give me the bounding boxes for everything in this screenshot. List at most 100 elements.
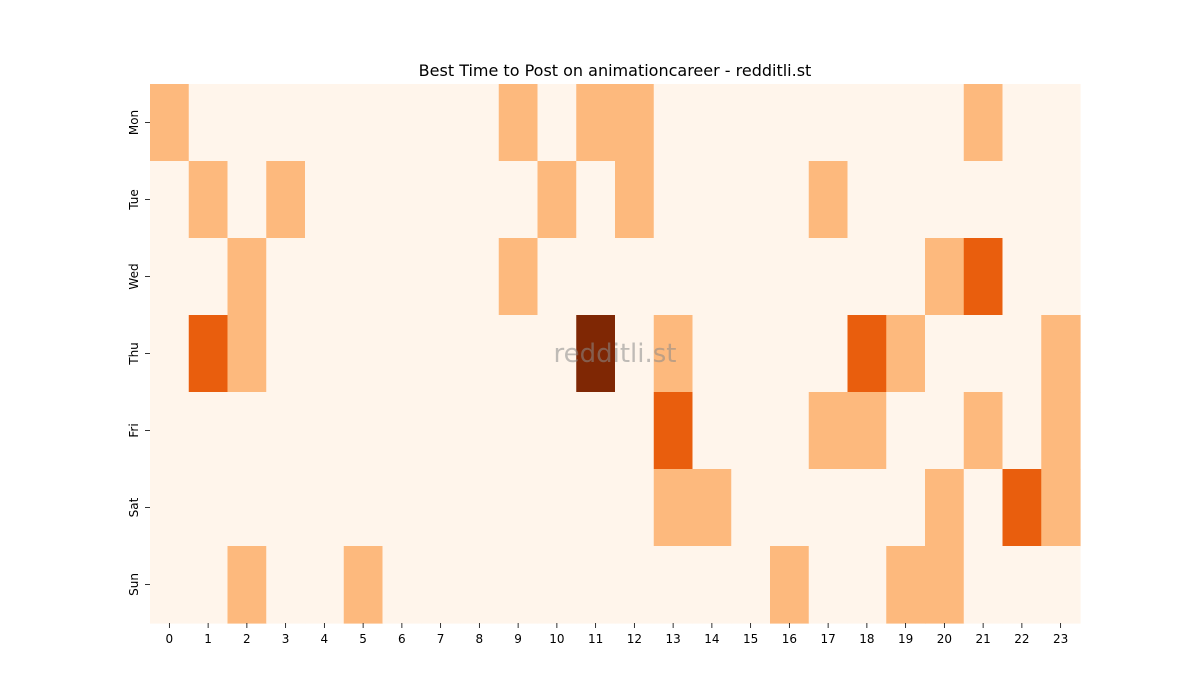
- heatmap-cell: [886, 238, 926, 316]
- heatmap-cell: [498, 469, 539, 547]
- x-tick-label: 17: [820, 632, 835, 646]
- heatmap-cell: [653, 161, 694, 239]
- heatmap-cell: [886, 315, 926, 393]
- heatmap-cell: [963, 546, 1004, 624]
- heatmap-cell: [537, 392, 577, 470]
- heatmap-cell: [576, 84, 616, 162]
- heatmap-cell: [963, 469, 1004, 547]
- heatmap-cell: [576, 546, 616, 624]
- heatmap-cell: [382, 392, 422, 470]
- chart-title: Best Time to Post on animationcareer - r…: [419, 61, 812, 80]
- x-tick-label: 16: [782, 632, 797, 646]
- heatmap-cell: [188, 469, 229, 547]
- heatmap-cell: [963, 84, 1004, 162]
- heatmap-cell: [460, 161, 500, 239]
- x-tick-label: 18: [859, 632, 874, 646]
- heatmap-cell: [343, 469, 384, 547]
- heatmap-cell: [227, 546, 267, 624]
- x-tick-label: 14: [704, 632, 719, 646]
- x-tick-label: 9: [514, 632, 522, 646]
- heatmap-cell: [925, 161, 965, 239]
- heatmap-cell: [808, 238, 849, 316]
- heatmap-cell: [1002, 392, 1042, 470]
- heatmap-cell: [692, 315, 732, 393]
- x-tick-label: 20: [937, 632, 952, 646]
- heatmap-cell: [925, 546, 965, 624]
- y-tick-label: Sat: [127, 497, 141, 517]
- heatmap-cell: [498, 238, 539, 316]
- x-tick-label: 23: [1053, 632, 1068, 646]
- heatmap-cell: [150, 546, 190, 624]
- heatmap-cell: [460, 546, 500, 624]
- heatmap-cell: [1041, 161, 1081, 239]
- heatmap-cell: [150, 161, 190, 239]
- heatmap-cell: [305, 546, 345, 624]
- heatmap-cell: [925, 469, 965, 547]
- heatmap-cell: [1002, 238, 1042, 316]
- heatmap-cell: [343, 238, 384, 316]
- heatmap-cell: [421, 238, 461, 316]
- heatmap-cell: [808, 315, 849, 393]
- heatmap-cell: [692, 546, 732, 624]
- heatmap-cell: [731, 546, 771, 624]
- heatmap-cell: [770, 392, 810, 470]
- x-tick-label: 22: [1014, 632, 1029, 646]
- heatmap-cell: [1041, 84, 1081, 162]
- heatmap-cell: [770, 315, 810, 393]
- heatmap-cell: [886, 392, 926, 470]
- heatmap-cell: [227, 469, 267, 547]
- heatmap-cell: [692, 392, 732, 470]
- heatmap-cell: [227, 161, 267, 239]
- heatmap-cell: [150, 469, 190, 547]
- heatmap-cell: [382, 546, 422, 624]
- x-tick-label: 13: [665, 632, 680, 646]
- heatmap-cell: [925, 84, 965, 162]
- heatmap-cell: [266, 392, 306, 470]
- heatmap-cell: [305, 392, 345, 470]
- heatmap-cell: [653, 238, 694, 316]
- heatmap-cell: [188, 84, 229, 162]
- heatmap-cell: [576, 469, 616, 547]
- heatmap-cell: [963, 238, 1004, 316]
- heatmap-cell: [150, 84, 190, 162]
- heatmap-cell: [925, 238, 965, 316]
- x-tick-label: 6: [398, 632, 406, 646]
- heatmap-cell: [576, 392, 616, 470]
- heatmap-cell: [847, 546, 887, 624]
- heatmap-cell: [925, 315, 965, 393]
- heatmap-cell: [382, 161, 422, 239]
- heatmap-cell: [188, 161, 229, 239]
- heatmap-cell: [886, 546, 926, 624]
- heatmap-cell: [731, 161, 771, 239]
- heatmap-cell: [770, 238, 810, 316]
- heatmap-cell: [266, 161, 306, 239]
- heatmap-cell: [808, 161, 849, 239]
- x-tick-label: 12: [627, 632, 642, 646]
- x-tick-label: 7: [437, 632, 445, 646]
- heatmap-cell: [847, 238, 887, 316]
- heatmap-cell: [1041, 469, 1081, 547]
- x-tick-label: 21: [975, 632, 990, 646]
- x-tick-label: 2: [243, 632, 251, 646]
- heatmap-cell: [382, 84, 422, 162]
- heatmap-cell: [460, 392, 500, 470]
- heatmap-cell: [305, 84, 345, 162]
- heatmap-cell: [305, 315, 345, 393]
- heatmap-cell: [305, 469, 345, 547]
- x-tick-label: 0: [166, 632, 174, 646]
- heatmap-cell: [963, 161, 1004, 239]
- heatmap-cell: [537, 161, 577, 239]
- heatmap-cell: [653, 546, 694, 624]
- heatmap-cell: [498, 315, 539, 393]
- heatmap-cell: [692, 84, 732, 162]
- heatmap-cell: [421, 546, 461, 624]
- heatmap-cell: [808, 469, 849, 547]
- heatmap-cell: [576, 161, 616, 239]
- x-tick-label: 19: [898, 632, 913, 646]
- x-tick-label: 4: [321, 632, 329, 646]
- heatmap-cell: [615, 546, 655, 624]
- heatmap-cell: [963, 392, 1004, 470]
- y-tick-label: Mon: [127, 110, 141, 135]
- heatmap-cell: [1041, 315, 1081, 393]
